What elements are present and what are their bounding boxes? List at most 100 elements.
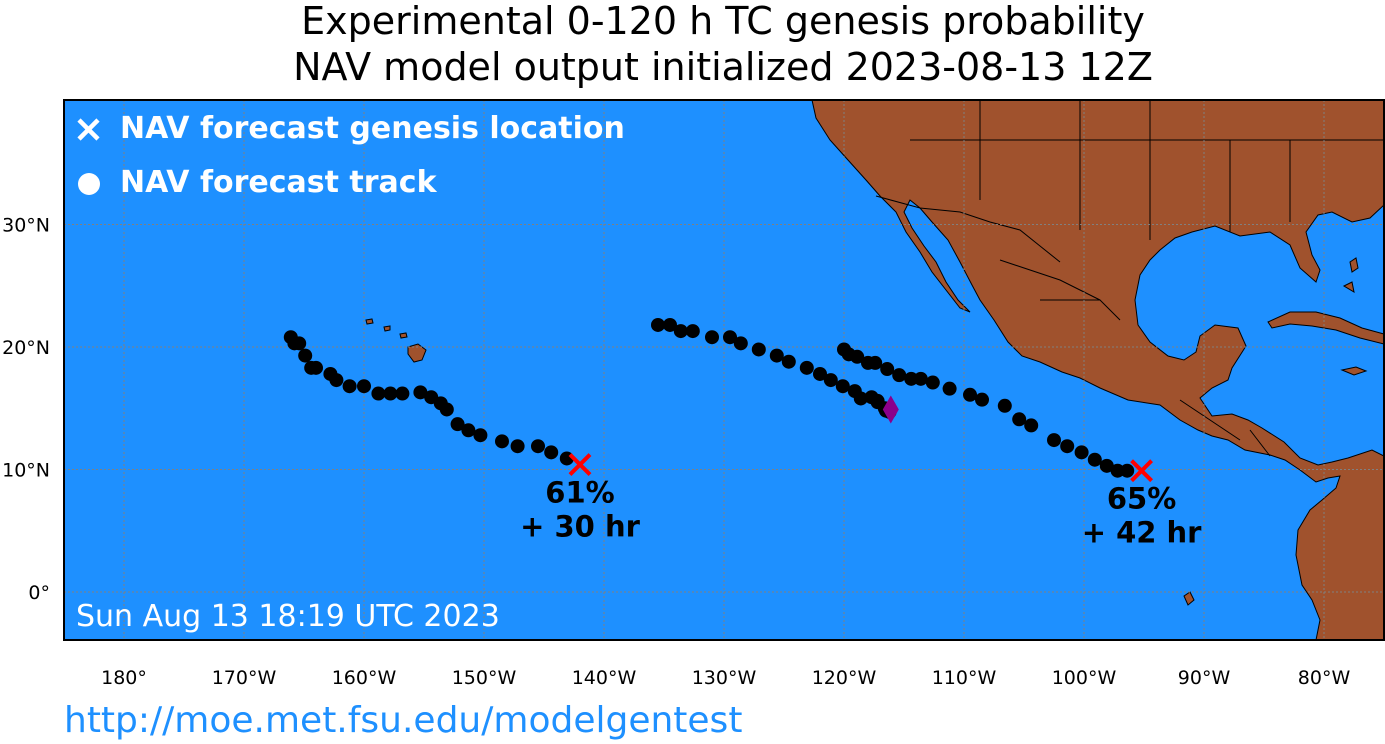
track-point [823,373,838,388]
track-point [673,324,688,339]
track-point [371,386,386,401]
lon-tick-label: 120°W [812,667,877,689]
lon-tick-label: 80°W [1298,667,1351,689]
genesis-x-marker [1130,459,1154,483]
track-point [1120,463,1135,478]
genesis-labels: 61%+ 30 hr 65%+ 42 hr [520,453,1202,550]
lon-tick-label: 150°W [452,667,517,689]
track-point [870,395,885,410]
track-point [1074,445,1089,460]
hawaii-big-island [407,343,427,363]
lon-tick-label: 170°W [212,667,277,689]
graticule [64,100,1384,640]
border-line [999,259,1101,301]
track-point [1024,418,1039,433]
track-point [837,342,851,357]
track-point [461,423,476,438]
track-point [473,428,488,443]
maui-island [399,332,408,339]
track-point [663,317,677,332]
track-point [813,366,827,381]
track-point [853,391,868,406]
lon-tick-label: 140°W [572,667,637,689]
galapagos-island [1183,591,1195,606]
track-point [705,330,719,345]
track-point [685,324,700,339]
country-borders [875,100,1384,457]
run-timestamp: Sun Aug 13 18:19 UTC 2023 [76,599,500,634]
axis-ticks: 180° 170°W 160°W 150°W 140°W 130°W 120°W 110°W 1… [2,215,1350,690]
chart-title-line1: Experimental 0-120 h TC genesis probabil… [301,0,1145,43]
lon-tick-label: 110°W [932,667,997,689]
genesis-probability-label: 61% [545,476,614,510]
legend-track-label: NAV forecast track [120,165,438,200]
track-point [942,381,957,396]
track-point [424,390,439,405]
track-point [975,392,989,407]
legend-genesis-label: NAV forecast genesis location [120,111,625,146]
track-point [544,445,559,460]
lat-tick-label: 30°N [2,215,50,237]
track-point [997,398,1012,413]
map-frame [63,99,1385,641]
track-point [413,385,428,400]
track-point [1012,412,1027,427]
track-point [892,368,907,383]
track-point [751,342,766,357]
lon-tick-label: 90°W [1178,667,1231,689]
cuba-island [1267,311,1384,345]
north-america-land [811,100,1384,640]
genesis-x-marker [568,453,592,477]
track-point [1087,452,1102,467]
border-line [875,195,1061,263]
genesis-lead-time-label: + 30 hr [520,510,640,544]
bahamas-island [1349,257,1359,273]
current-position-diamond [882,395,899,424]
track-point [510,439,525,454]
track-point [781,354,796,369]
track-point [298,348,313,363]
lat-tick-label: 20°N [2,337,50,359]
legend-track-dot-icon [78,173,100,195]
legend-genesis-x-icon [77,118,100,141]
genesis-probability-label: 65% [1107,482,1176,516]
track-point [799,360,814,375]
track-point [723,330,737,345]
track-point [287,336,302,351]
track-point [323,366,338,381]
track-point [651,317,665,332]
track-point [395,386,410,401]
jamaica-island [1340,366,1368,376]
track-point [304,360,319,375]
track-point [1110,463,1125,478]
track-point [733,336,748,351]
legend: NAV forecast genesis location NAV foreca… [77,111,625,200]
lon-tick-label: 100°W [1052,667,1117,689]
lat-tick-label: 10°N [2,460,50,482]
bahamas-island-2 [1342,281,1355,294]
lon-tick-label: 130°W [692,667,757,689]
track-point [861,355,875,370]
track-point [1047,433,1061,448]
lon-tick-label: 160°W [332,667,397,689]
track-point [913,371,928,386]
map-chart: 180° 170°W 160°W 150°W 140°W 130°W 120°W 110°W 1… [2,99,1385,690]
track-point [925,375,940,390]
land-masses [365,100,1384,640]
chart-title-line2: NAV model output initialized 2023-08-13 … [293,45,1153,89]
oahu-island [383,325,391,332]
kauai-island [365,318,374,325]
track-point [450,417,465,432]
track-point [835,379,850,394]
source-url-link[interactable]: http://moe.met.fsu.edu/modelgentest [64,700,743,741]
track-point [1099,458,1114,473]
track-point [342,379,357,394]
lat-tick-label: 0° [28,582,50,604]
track-point [357,379,371,394]
track-point [963,387,977,402]
track-point [904,371,919,386]
forecast-tracks [283,317,1135,478]
track-point [880,362,895,377]
lon-tick-label: 180° [101,667,147,689]
track-point [769,348,784,363]
